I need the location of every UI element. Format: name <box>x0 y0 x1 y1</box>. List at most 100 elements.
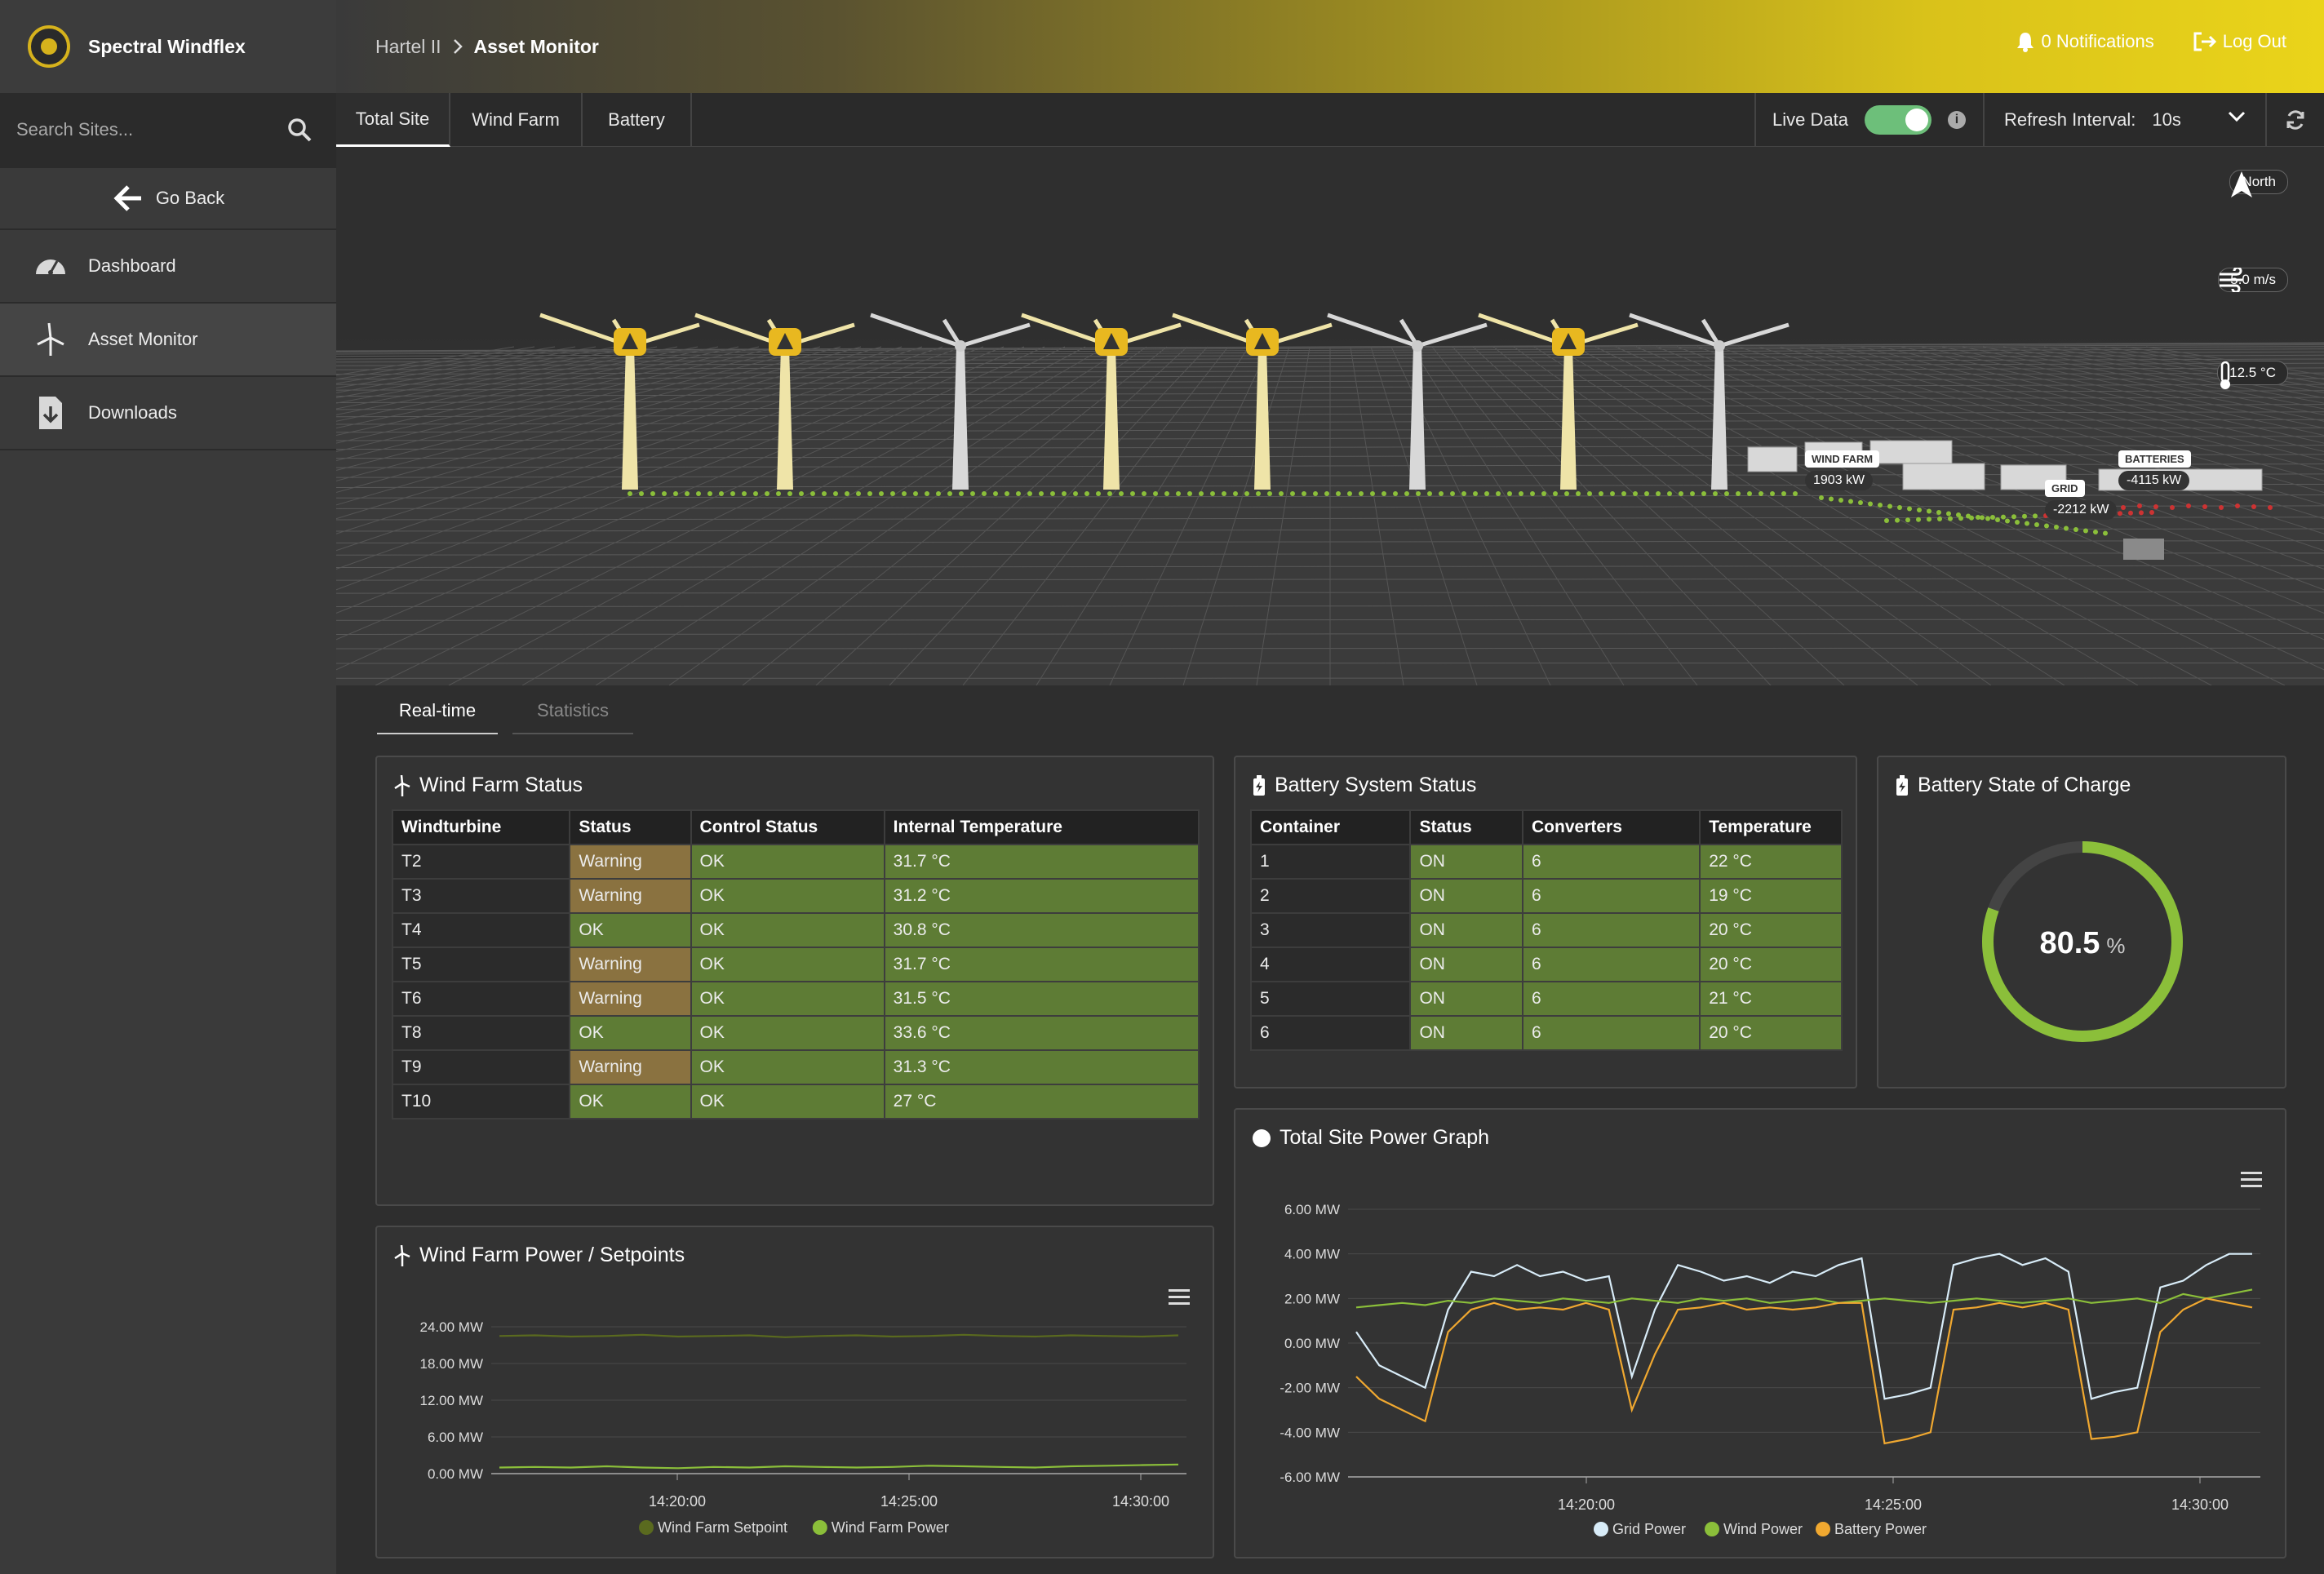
column-header[interactable]: Status <box>569 809 692 845</box>
wind-turbine[interactable] <box>1629 313 1790 490</box>
battery-status-panel: Battery System Status Container Status Con… <box>1234 756 1857 1088</box>
top-header: Hartel II Asset Monitor 0 Notifications … <box>336 0 2324 93</box>
search-input[interactable] <box>16 119 277 140</box>
download-file-icon <box>39 397 62 429</box>
table-row[interactable]: T4 OK OK 30.8 °C <box>391 912 1200 948</box>
refresh-button[interactable] <box>2267 93 2324 147</box>
table-row[interactable]: 4 ON 6 20 °C <box>1249 947 1843 982</box>
sidebar-item-downloads[interactable]: Downloads <box>0 377 336 450</box>
warning-icon[interactable] <box>769 328 801 356</box>
battery-icon <box>1253 774 1265 796</box>
brand[interactable]: Spectral Windflex <box>0 0 336 93</box>
wind-turbine[interactable] <box>870 313 1031 490</box>
cable-line <box>628 491 2273 536</box>
notifications-button[interactable]: 0 Notifications <box>2016 31 2154 52</box>
y-tick-label: 0.00 MW <box>1284 1336 1340 1351</box>
column-header[interactable]: Converters <box>1522 809 1701 845</box>
legend-item[interactable]: Grid Power <box>1594 1521 1686 1537</box>
table-cell: 4 <box>1249 947 1412 982</box>
column-header[interactable]: Status <box>1409 809 1524 845</box>
wind-turbine[interactable] <box>1172 313 1333 490</box>
wind-turbine[interactable] <box>694 313 855 490</box>
table-row[interactable]: T10 OK OK 27 °C <box>391 1084 1200 1120</box>
grid-kw: -2212 kW <box>2045 500 2118 520</box>
column-header[interactable]: Windturbine <box>391 809 571 845</box>
live-data-toggle[interactable] <box>1864 105 1931 135</box>
table-cell: 6 <box>1249 1015 1412 1051</box>
sidebar-item-asset-monitor[interactable]: Asset Monitor <box>0 304 336 377</box>
warning-icon[interactable] <box>614 328 646 356</box>
column-header[interactable]: Container <box>1249 809 1412 845</box>
breadcrumb-site[interactable]: Hartel II <box>375 35 441 57</box>
legend-item[interactable]: Battery Power <box>1816 1521 1927 1537</box>
site-power-panel: Total Site Power Graph 6.00 MW 4.00 MW 2.0… <box>1234 1108 2286 1558</box>
table-row[interactable]: 3 ON 6 20 °C <box>1249 912 1843 948</box>
batteries-kw: -4115 kW <box>2118 471 2190 490</box>
info-icon[interactable]: i <box>1947 111 1966 129</box>
refresh-value: 10s <box>2152 109 2181 130</box>
warning-icon[interactable] <box>1246 328 1279 356</box>
table-row[interactable]: T5 Warning OK 31.7 °C <box>391 947 1200 982</box>
table-row[interactable]: T8 OK OK 33.6 °C <box>391 1015 1200 1051</box>
temperature-widget: 12.5 °C <box>2217 361 2288 389</box>
search-icon[interactable] <box>287 117 312 142</box>
table-cell: 22 °C <box>1699 844 1843 880</box>
table-row[interactable]: 5 ON 6 21 °C <box>1249 981 1843 1017</box>
grid-tag: GRID <box>2045 480 2085 497</box>
series-line <box>499 1463 1179 1470</box>
column-header[interactable]: Control Status <box>690 809 885 845</box>
subtab-statistics[interactable]: Statistics <box>512 687 633 734</box>
legend-label: Wind Power <box>1723 1521 1803 1537</box>
column-header[interactable]: Temperature <box>1699 809 1843 845</box>
sidebar-item-label: Downloads <box>88 402 177 423</box>
legend-marker <box>1816 1522 1830 1536</box>
series-line <box>1355 1288 2253 1309</box>
table-cell: T2 <box>391 844 571 880</box>
tab-wind-farm[interactable]: Wind Farm <box>450 93 583 147</box>
warning-icon[interactable] <box>1552 328 1585 356</box>
table-cell: 31.2 °C <box>883 878 1200 914</box>
site-3d-view[interactable]: North 5.0 m/s 12.5 °C WIND FARM 1903 kW … <box>336 147 2324 685</box>
go-back-label: Go Back <box>155 188 225 208</box>
table-row[interactable]: T3 Warning OK 31.2 °C <box>391 878 1200 914</box>
go-back-button[interactable]: Go Back <box>0 166 336 230</box>
table-cell: T9 <box>391 1049 571 1085</box>
table-cell: OK <box>690 981 885 1017</box>
table-row[interactable]: T9 Warning OK 31.3 °C <box>391 1049 1200 1085</box>
table-row[interactable]: 1 ON 6 22 °C <box>1249 844 1843 880</box>
wind-turbine[interactable] <box>1021 313 1182 490</box>
table-row[interactable]: 6 ON 6 20 °C <box>1249 1015 1843 1051</box>
legend-item[interactable]: Wind Farm Setpoint <box>639 1519 787 1536</box>
sidebar-item-dashboard[interactable]: Dashboard <box>0 230 336 304</box>
compass-label: North <box>2229 170 2288 194</box>
table-cell: ON <box>1409 947 1524 982</box>
chart-menu-icon[interactable] <box>2241 1172 2262 1188</box>
tab-battery[interactable]: Battery <box>583 93 692 147</box>
legend-marker <box>1705 1522 1719 1536</box>
legend-item[interactable]: Wind Farm Power <box>812 1519 949 1536</box>
tab-total-site[interactable]: Total Site <box>336 93 450 147</box>
gauge-icon <box>36 259 65 275</box>
table-cell: 20 °C <box>1699 912 1843 948</box>
table-cell: 6 <box>1522 981 1701 1017</box>
legend-item[interactable]: Wind Power <box>1705 1521 1803 1537</box>
table-row[interactable]: T6 Warning OK 31.5 °C <box>391 981 1200 1017</box>
wind-turbine[interactable] <box>539 313 700 490</box>
table-row[interactable]: T2 Warning OK 31.7 °C <box>391 844 1200 880</box>
subtab-realtime[interactable]: Real-time <box>377 687 498 734</box>
battery-icon <box>1896 774 1908 796</box>
wind-turbine[interactable] <box>1478 313 1639 490</box>
logout-button[interactable]: Log Out <box>2193 31 2286 52</box>
refresh-interval-select[interactable]: Refresh Interval: 10s <box>1985 93 2267 147</box>
table-row[interactable]: 2 ON 6 19 °C <box>1249 878 1843 914</box>
legend-label: Grid Power <box>1612 1521 1686 1537</box>
table-cell: 6 <box>1522 912 1701 948</box>
tab-bar: Total Site Wind Farm Battery Live Data i… <box>336 93 2324 147</box>
table-cell: ON <box>1409 1015 1524 1051</box>
chart-menu-icon[interactable] <box>1169 1289 1190 1306</box>
warning-icon[interactable] <box>1095 328 1128 356</box>
table-cell: Warning <box>569 844 692 880</box>
wind-turbine[interactable] <box>1327 313 1488 490</box>
x-tick-label: 14:25:00 <box>880 1493 938 1510</box>
column-header[interactable]: Internal Temperature <box>883 809 1200 845</box>
